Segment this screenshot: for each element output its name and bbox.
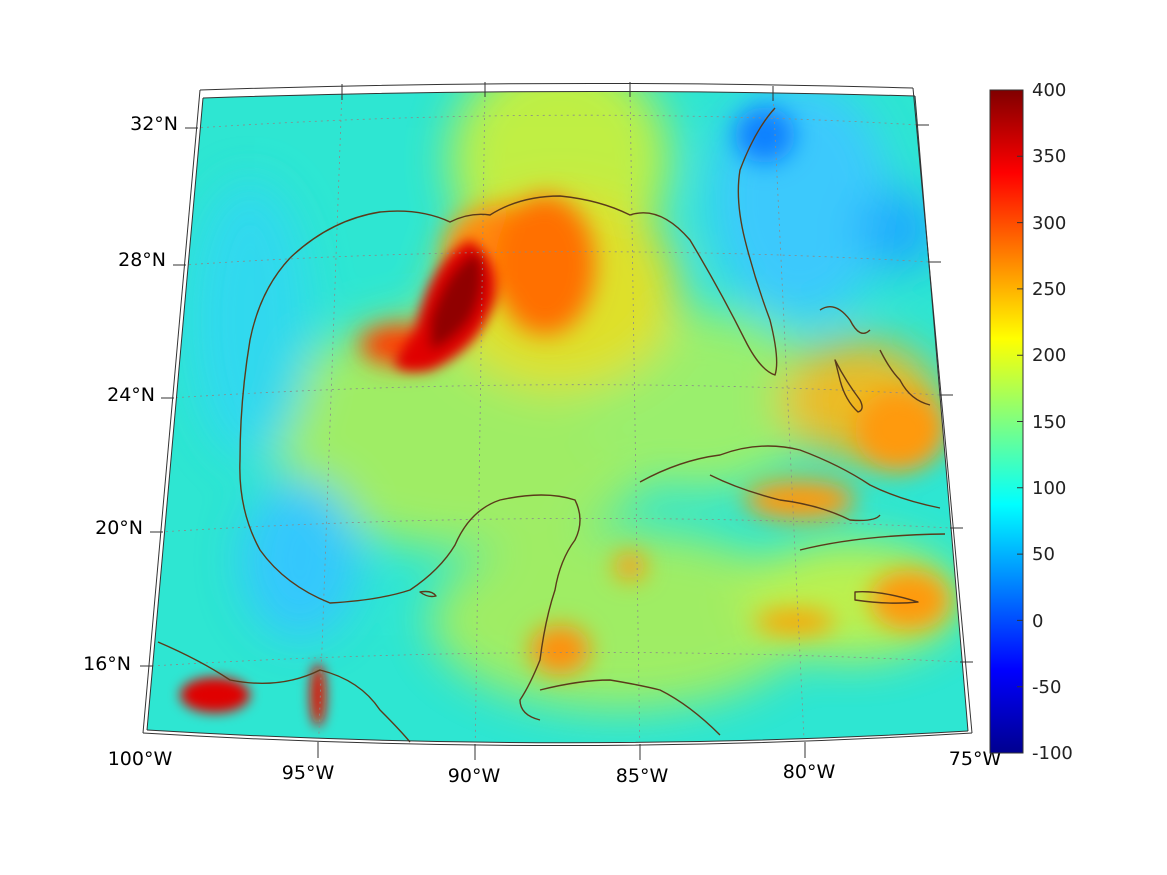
colorbar-tick-label: -100 <box>1032 743 1073 764</box>
lon-label-80w: 80°W <box>783 761 836 783</box>
lon-label-75w: 75°W <box>949 748 1002 770</box>
colorbar-tick-label: 100 <box>1032 478 1066 499</box>
lon-label-100w: 100°W <box>108 748 173 770</box>
lat-label-32n: 32°N <box>130 113 178 135</box>
latitude-labels: 32°N 28°N 24°N 20°N 16°N <box>83 113 178 675</box>
lon-label-90w: 90°W <box>448 765 501 787</box>
colorbar: 400 350 300 250 200 150 100 50 0 -50 -10… <box>989 80 1073 764</box>
colorbar-tick-label: 0 <box>1032 611 1043 632</box>
colorbar-tick-label: 400 <box>1032 80 1066 101</box>
lat-label-20n: 20°N <box>95 517 143 539</box>
graticule <box>151 91 961 743</box>
lon-label-95w: 95°W <box>282 762 335 784</box>
lat-label-16n: 16°N <box>83 653 131 675</box>
colorbar-tick-label: 200 <box>1032 345 1066 366</box>
map-frame <box>140 82 973 760</box>
lat-label-28n: 28°N <box>118 249 166 271</box>
colorbar-tick-label: -50 <box>1032 677 1061 698</box>
lat-label-24n: 24°N <box>107 384 155 406</box>
colorbar-tick-label: 50 <box>1032 544 1055 565</box>
colorbar-ticks <box>1017 89 1023 688</box>
data-field <box>147 91 968 743</box>
longitude-labels: 100°W 95°W 90°W 85°W 80°W 75°W <box>108 748 1002 787</box>
lon-label-85w: 85°W <box>616 765 669 787</box>
colorbar-tick-label: 350 <box>1032 146 1066 167</box>
colorbar-tick-label: 250 <box>1032 279 1066 300</box>
colorbar-tick-label: 150 <box>1032 412 1066 433</box>
colorbar-tick-label: 300 <box>1032 213 1066 234</box>
coastlines <box>157 107 946 743</box>
